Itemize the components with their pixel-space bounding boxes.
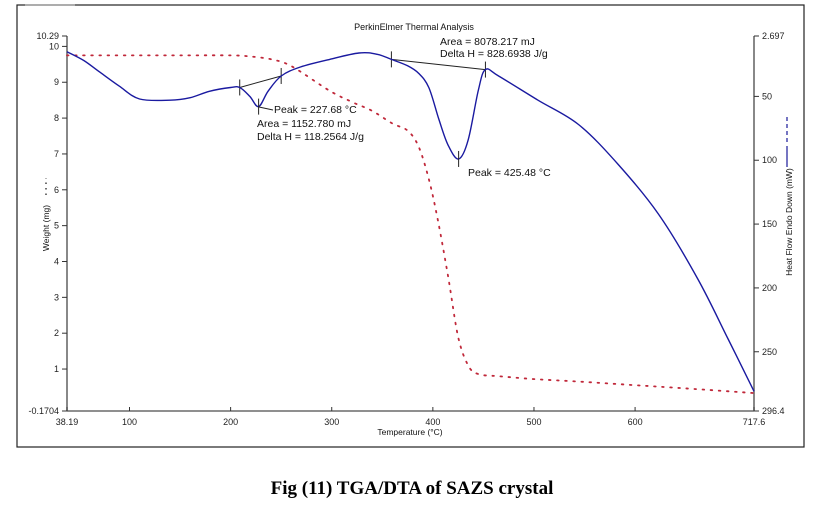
y-left-tick-label: 3 (54, 292, 59, 302)
peak2-area: Area = 8078.217 mJ (440, 36, 535, 48)
peak2-label: Peak = 425.48 °C (468, 167, 551, 179)
x-tick-label: 600 (628, 417, 643, 427)
y-left-tick-label: 8 (54, 113, 59, 123)
peak1-area: Area = 1152.780 mJ (257, 118, 351, 130)
y-left-tick-label: 10.29 (36, 31, 59, 41)
y-left-tick-label: 5 (54, 221, 59, 231)
x-tick-label: 500 (526, 417, 541, 427)
x-tick-label: 400 (425, 417, 440, 427)
x-axis-title: Temperature (°C) (377, 427, 442, 437)
y-left-tick-label: 9 (54, 77, 59, 87)
y-right-tick-label: 200 (762, 283, 777, 293)
y-left-tick-label: -0.1704 (28, 406, 59, 416)
y-left-tick-label: 1 (54, 364, 59, 374)
x-tick-label: 200 (223, 417, 238, 427)
y-right-tick-label: 50 (762, 91, 772, 101)
peak1-delta-h: Delta H = 118.2564 J/g (257, 131, 364, 143)
peak-baseline (391, 58, 486, 71)
peak2-delta-h: Delta H = 828.6938 J/g (440, 48, 548, 60)
y-left-tick-label: 6 (54, 185, 59, 195)
x-tick-label: 717.6 (743, 417, 766, 427)
y-left-tick-label: 2 (54, 328, 59, 338)
y-left-axis-title: Weight (mg) (41, 205, 51, 251)
peak1-label: Peak = 227.68 °C (274, 104, 357, 116)
peak1-leader-line (258, 106, 274, 111)
dta-heatflow-line (66, 51, 755, 392)
y-left-tick-label: 7 (54, 149, 59, 159)
chart-title: PerkinElmer Thermal Analysis (354, 22, 474, 32)
y-right-tick-label: 100 (762, 155, 777, 165)
y-right-tick-label: 2.697 (762, 31, 785, 41)
y-right-tick-label: 250 (762, 347, 777, 357)
chart-frame (16, 4, 805, 448)
y-right-axis-title: Heat Flow Endo Down (mW) (784, 168, 794, 276)
x-tick-label: 38.19 (56, 417, 79, 427)
tga-weight-line (66, 54, 755, 394)
series-group (66, 51, 755, 394)
peak-baseline (239, 75, 282, 88)
y-right-tick-label: 150 (762, 219, 777, 229)
y-right-tick-label: 296.4 (762, 406, 785, 416)
figure-caption: Fig (11) TGA/DTA of SAZS crystal (270, 478, 554, 499)
peak-markers (258, 98, 460, 167)
y-left-tick-label: 4 (54, 256, 59, 266)
x-tick-label: 100 (122, 417, 137, 427)
y-left-tick-label: 10 (49, 41, 59, 51)
x-tick-label: 300 (324, 417, 339, 427)
